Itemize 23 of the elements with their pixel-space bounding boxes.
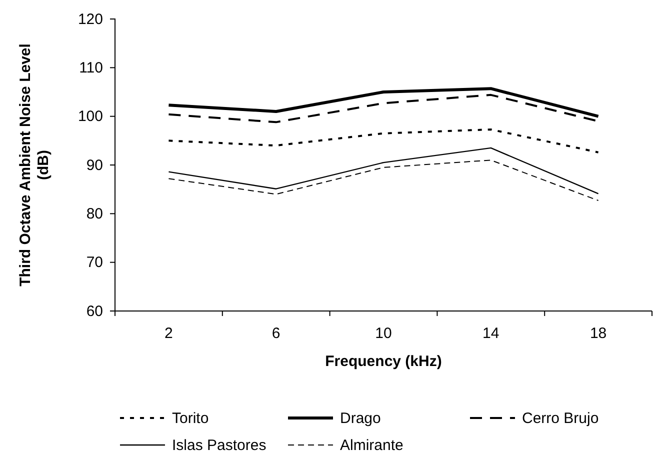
y-axis-title: Third Octave Ambient Noise Level (dB) [17, 44, 52, 286]
y-tick-label: 100 [78, 108, 103, 126]
y-tick-label: 110 [79, 59, 103, 76]
line-series [168, 147, 599, 194]
x-tick-label: 6 [272, 325, 280, 342]
line-series [167, 87, 600, 118]
line-series [168, 128, 600, 154]
x-tick-label: 2 [164, 325, 173, 342]
legend-label: Cerro Brujo [522, 410, 599, 427]
y-tick-label: 90 [86, 156, 103, 174]
legend-label: Almirante [340, 437, 404, 454]
legend-label: Torito [172, 410, 209, 427]
x-tick-label: 14 [482, 325, 500, 342]
x-tick-label: 18 [590, 325, 607, 342]
legend-label: Drago [340, 410, 381, 427]
x-axis-title: Frequency (kHz) [325, 353, 442, 370]
y-tick-label: 120 [78, 10, 103, 28]
legend-label: Islas Pastores [172, 437, 266, 454]
y-tick-label: 60 [86, 302, 103, 320]
y-tick-label: 80 [86, 205, 103, 222]
x-tick-label: 10 [375, 325, 392, 342]
line-series [168, 160, 599, 202]
y-tick-label: 70 [86, 254, 103, 272]
